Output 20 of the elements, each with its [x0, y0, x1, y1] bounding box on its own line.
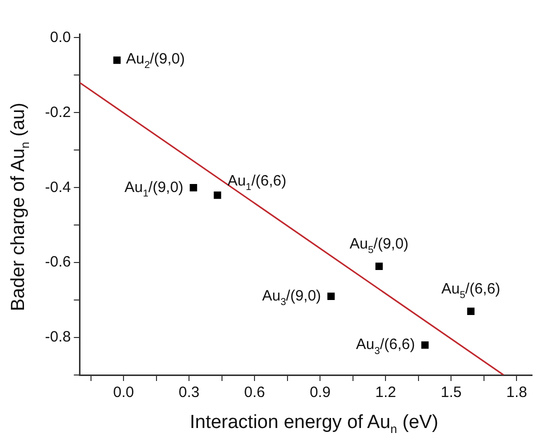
- x-tick-label: 0.9: [310, 384, 331, 402]
- x-tick-label: 0.3: [178, 384, 200, 402]
- x-axis-title: Interaction energy of Au$_{n}$ (eV): [188, 412, 440, 436]
- x-tick-label: 1.8: [506, 384, 528, 402]
- point: [327, 292, 335, 300]
- y-tick-label: -0.6: [44, 254, 71, 271]
- x-tick-label: 1.2: [375, 384, 396, 402]
- x-tick-label: 1.5: [440, 384, 462, 402]
- point: [214, 191, 222, 199]
- point: [113, 56, 121, 64]
- y-tick-label: -0.8: [44, 328, 71, 346]
- point: [375, 262, 383, 270]
- point: [190, 184, 198, 192]
- y-tick-label: 0.0: [50, 28, 71, 46]
- point: [467, 308, 475, 315]
- y-tick-label: -0.4: [44, 178, 71, 196]
- point: [421, 341, 429, 349]
- x-tick-label: 0.6: [244, 384, 266, 402]
- x-tick-label: 0.0: [113, 384, 134, 402]
- y-tick-label: -0.2: [44, 104, 71, 121]
